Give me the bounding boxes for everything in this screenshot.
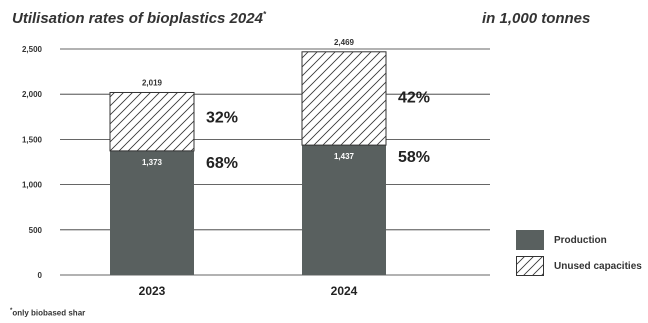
percent-label-unused: 32% xyxy=(206,110,238,127)
y-tick-label: 2,000 xyxy=(22,90,43,99)
chart-title-text: Utilisation rates of bioplastics 2024 xyxy=(12,10,263,27)
total-value-label: 2,469 xyxy=(334,38,355,47)
bar-unused-capacities xyxy=(301,51,387,146)
footnote-mark: * xyxy=(10,308,13,314)
label-layer: 0 500 1,000 1,500 2,000 2,500 1,373 2,019 32% 68%… xyxy=(22,38,430,298)
chart-title: Utilisation rates of bioplastics 2024* xyxy=(12,10,266,27)
production-value-label: 1,373 xyxy=(142,158,163,167)
percent-label-production: 68% xyxy=(206,155,238,172)
legend-swatch-production xyxy=(516,230,544,250)
footnote-text: only biobased shar xyxy=(12,308,86,318)
bar-production xyxy=(302,145,386,275)
y-tick-label: 2,500 xyxy=(22,45,43,54)
bar-production xyxy=(110,150,194,275)
unit-label: in 1,000 tonnes xyxy=(482,10,591,27)
bar-unused-capacities xyxy=(109,91,195,152)
production-value-label: 1,437 xyxy=(334,152,355,161)
percent-label-production: 58% xyxy=(398,149,430,166)
legend-label-production: Production xyxy=(554,234,607,246)
legend-label-unused: Unused capacities xyxy=(554,260,642,272)
footnote: *only biobased shar xyxy=(10,308,85,318)
legend-swatch-unused xyxy=(516,256,544,276)
x-category-label: 2023 xyxy=(139,284,166,298)
title-footnote-mark: * xyxy=(262,10,267,19)
x-category-label: 2024 xyxy=(331,284,358,298)
y-tick-label: 0 xyxy=(38,271,43,280)
bar-layer xyxy=(109,51,387,275)
total-value-label: 2,019 xyxy=(142,78,163,87)
y-tick-label: 1,000 xyxy=(22,181,43,190)
y-tick-label: 1,500 xyxy=(22,135,43,144)
legend-item-production: Production xyxy=(516,230,607,250)
y-tick-label: 500 xyxy=(29,226,43,235)
percent-label-unused: 42% xyxy=(398,89,430,106)
legend-item-unused: Unused capacities xyxy=(516,256,642,276)
